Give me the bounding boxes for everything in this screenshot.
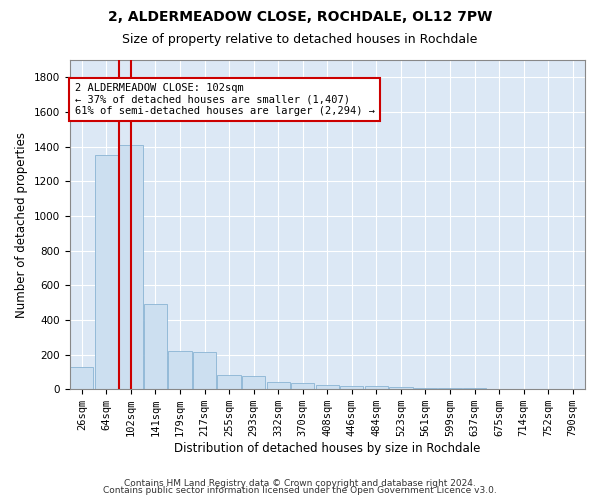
Text: Contains HM Land Registry data © Crown copyright and database right 2024.: Contains HM Land Registry data © Crown c…: [124, 478, 476, 488]
Bar: [340, 386, 364, 389]
Bar: [291, 383, 314, 389]
Bar: [414, 388, 437, 389]
Bar: [119, 145, 143, 389]
Text: Contains public sector information licensed under the Open Government Licence v3: Contains public sector information licen…: [103, 486, 497, 495]
Bar: [389, 386, 413, 389]
Text: 2 ALDERMEADOW CLOSE: 102sqm
← 37% of detached houses are smaller (1,407)
61% of : 2 ALDERMEADOW CLOSE: 102sqm ← 37% of det…: [74, 83, 374, 116]
Bar: [144, 304, 167, 389]
Bar: [316, 385, 339, 389]
Y-axis label: Number of detached properties: Number of detached properties: [15, 132, 28, 318]
Bar: [217, 376, 241, 389]
Bar: [193, 352, 216, 389]
Bar: [365, 386, 388, 389]
Bar: [242, 376, 265, 389]
Bar: [70, 366, 94, 389]
Bar: [463, 388, 486, 389]
Bar: [169, 351, 191, 389]
Text: Size of property relative to detached houses in Rochdale: Size of property relative to detached ho…: [122, 32, 478, 46]
X-axis label: Distribution of detached houses by size in Rochdale: Distribution of detached houses by size …: [174, 442, 481, 455]
Text: 2, ALDERMEADOW CLOSE, ROCHDALE, OL12 7PW: 2, ALDERMEADOW CLOSE, ROCHDALE, OL12 7PW: [108, 10, 492, 24]
Bar: [439, 388, 461, 389]
Bar: [266, 382, 290, 389]
Bar: [95, 156, 118, 389]
